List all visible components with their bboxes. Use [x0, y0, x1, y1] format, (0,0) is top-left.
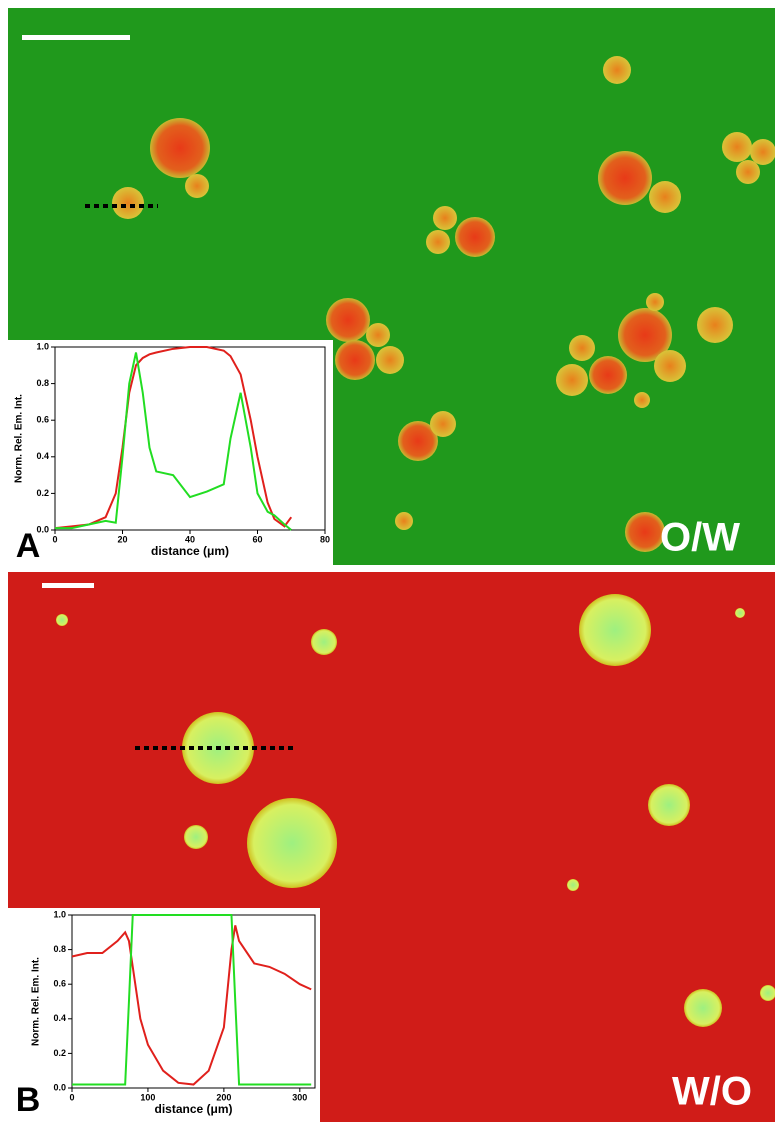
y-axis-label: Norm. Rel. Em. Int. [31, 957, 42, 1046]
x-tick-label: 0 [52, 534, 57, 544]
data-line [54, 346, 293, 530]
inset-background [8, 908, 320, 1122]
panel-label: A [16, 527, 41, 565]
y-tick-label: 1.0 [53, 909, 66, 919]
x-axis-label: distance (μm) [154, 1102, 232, 1116]
y-tick-label: 0.8 [53, 944, 66, 954]
y-tick-label: 0.4 [53, 1013, 66, 1023]
y-tick-label: 0.2 [36, 488, 49, 498]
x-tick-label: 40 [185, 534, 195, 544]
y-tick-label: 1.0 [36, 341, 49, 351]
y-tick-label: 0.4 [36, 451, 49, 461]
y-tick-label: 0.6 [36, 415, 49, 425]
data-line [55, 352, 292, 531]
y-tick-label: 0.2 [53, 1048, 66, 1058]
x-tick-label: 200 [216, 1092, 231, 1102]
data-line [72, 914, 312, 1086]
panel-annotation: W/O [672, 1070, 752, 1114]
x-tick-label: 100 [140, 1092, 155, 1102]
y-tick-label: 0.6 [53, 979, 66, 989]
x-axis-label: distance (μm) [151, 544, 229, 558]
x-tick-label: 20 [117, 534, 127, 544]
x-tick-label: 300 [292, 1092, 307, 1102]
y-tick-label: 0.0 [53, 1082, 66, 1092]
panel-label: B [16, 1081, 41, 1119]
y-tick-label: 0.8 [36, 378, 49, 388]
x-tick-label: 60 [252, 534, 262, 544]
y-axis-label: Norm. Rel. Em. Int. [14, 394, 25, 483]
x-tick-label: 0 [69, 1092, 74, 1102]
data-line [71, 925, 312, 1086]
inset-background [8, 340, 333, 565]
panel-annotation: O/W [660, 516, 740, 560]
x-tick-label: 80 [320, 534, 330, 544]
y-tick-label: 0.0 [36, 524, 49, 534]
